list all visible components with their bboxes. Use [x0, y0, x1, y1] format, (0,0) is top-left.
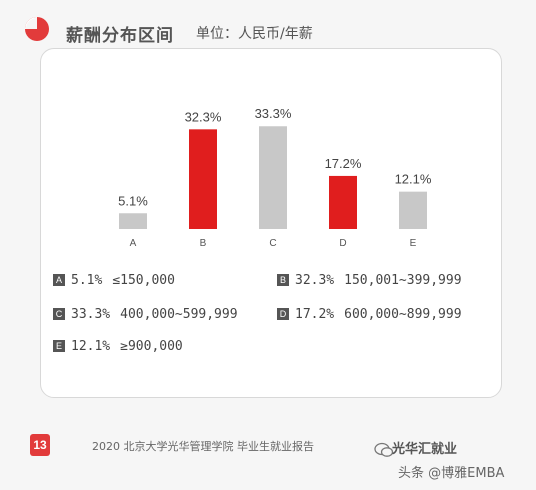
legend-key-d: D — [277, 308, 289, 320]
legend-key-e: E — [53, 340, 65, 352]
bar-b — [189, 129, 217, 229]
value-label-c: 33.3% — [255, 106, 292, 121]
value-label-a: 5.1% — [118, 193, 148, 208]
legend-key-b: B — [277, 274, 289, 286]
brand-name: 光华汇就业 — [392, 442, 458, 457]
source-text: 2020 北京大学光华管理学院 毕业生就业报告 — [92, 440, 314, 453]
page-number-badge: 13 — [30, 434, 50, 456]
legend-range-b: 150,001~399,999 — [344, 273, 462, 288]
legend-pct-e: 12.1% — [71, 339, 111, 354]
legend-item-d: D 17.2% 600,000~899,999 — [277, 307, 462, 322]
legend-pct-c: 33.3% — [71, 307, 111, 322]
value-label-e: 12.1% — [395, 172, 432, 187]
chart-card: 5.1% A 32.3% B 33.3% C 17.2% D 12.1% E A 5.1% ≤150,… — [40, 48, 502, 398]
legend-key-c: C — [53, 308, 65, 320]
footer: 13 2020 北京大学光华管理学院 毕业生就业报告 光华汇就业 头条 @博雅E… — [0, 418, 536, 490]
legend-pct-b: 32.3% — [295, 273, 335, 288]
bar-a — [119, 213, 147, 229]
legend-range-d: 600,000~899,999 — [344, 307, 462, 322]
bar-d — [329, 175, 357, 229]
legend-range-e: ≥900,000 — [120, 339, 183, 354]
legend-item-c: C 33.3% 400,000~599,999 — [53, 307, 238, 322]
legend-item-a: A 5.1% ≤150,000 — [53, 273, 175, 288]
header: 薪酬分布区间 单位：人民币/年薪 — [10, 6, 530, 46]
legend-key-a: A — [53, 274, 65, 286]
bar-c — [259, 126, 287, 229]
category-label-b: B — [200, 238, 207, 249]
value-label-b: 32.3% — [185, 109, 222, 124]
legend-pct-a: 5.1% — [71, 273, 103, 288]
bar-e — [399, 191, 427, 229]
legend-item-e: E 12.1% ≥900,000 — [53, 339, 183, 354]
bar-chart: 5.1% A 32.3% B 33.3% C 17.2% D 12.1% E — [118, 106, 432, 249]
category-label-d: D — [339, 238, 346, 249]
value-label-d: 17.2% — [325, 156, 362, 171]
unit-label: 单位：人民币/年薪 — [196, 26, 313, 42]
wechat-icon — [374, 442, 394, 457]
legend: A 5.1% ≤150,000 B 32.3% 150,001~399,999 C 33.… — [41, 49, 501, 397]
pie-chart-icon — [25, 17, 49, 41]
chart-title: 薪酬分布区间 — [66, 26, 174, 46]
category-label-a: A — [130, 238, 137, 249]
legend-range-c: 400,000~599,999 — [120, 307, 238, 322]
legend-range-a: ≤150,000 — [112, 273, 175, 288]
watermark: 头条 @博雅EMBA — [398, 466, 505, 481]
category-label-e: E — [410, 238, 417, 249]
category-label-c: C — [269, 238, 276, 249]
legend-item-b: B 32.3% 150,001~399,999 — [277, 273, 462, 288]
legend-pct-d: 17.2% — [295, 307, 335, 322]
